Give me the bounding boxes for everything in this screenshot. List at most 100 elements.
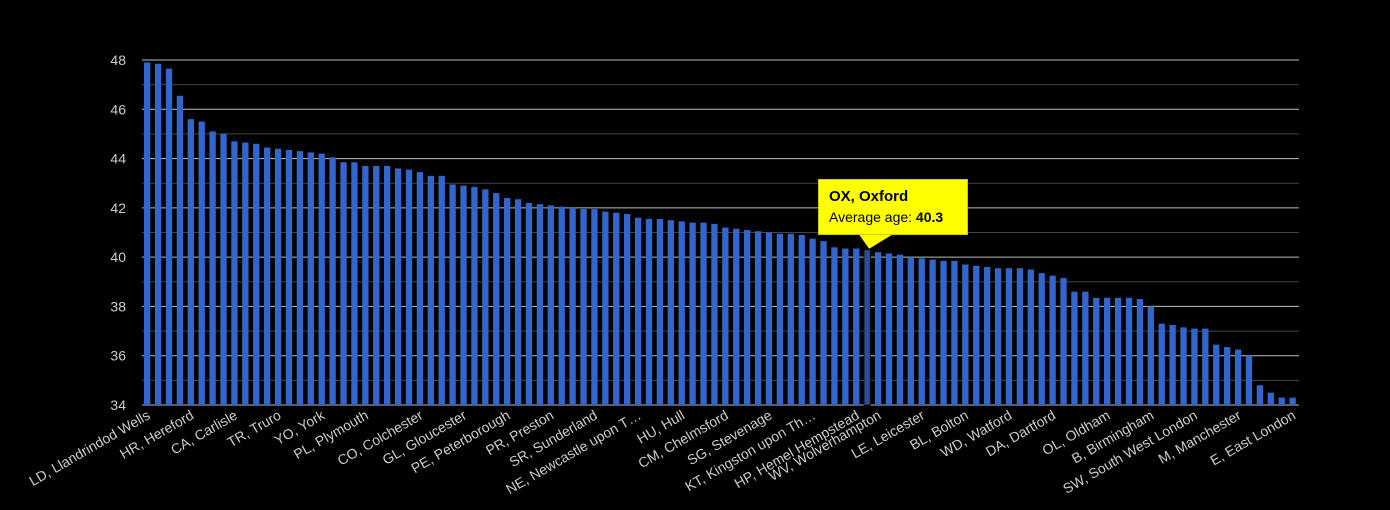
bar[interactable] (580, 209, 587, 405)
bar[interactable] (984, 267, 991, 405)
bar[interactable] (776, 233, 784, 405)
bar[interactable] (918, 258, 925, 405)
bar[interactable] (144, 62, 151, 405)
bar[interactable] (962, 264, 969, 405)
bar[interactable] (1289, 397, 1296, 405)
bar[interactable] (1224, 347, 1231, 405)
bar[interactable] (438, 175, 445, 405)
bar[interactable] (1191, 328, 1198, 405)
bar[interactable] (1202, 328, 1209, 405)
bar[interactable] (209, 131, 216, 405)
bar[interactable] (405, 169, 413, 405)
bar[interactable] (907, 257, 914, 405)
bar[interactable] (460, 185, 467, 405)
bar[interactable] (1060, 278, 1067, 405)
bar[interactable] (329, 157, 336, 405)
bar[interactable] (471, 186, 478, 405)
bar[interactable] (1005, 268, 1013, 405)
bar[interactable] (798, 234, 805, 405)
bar[interactable] (187, 119, 194, 406)
bar[interactable] (1213, 344, 1220, 405)
bar[interactable] (547, 205, 554, 405)
bar[interactable] (842, 248, 849, 405)
bar[interactable] (700, 222, 707, 405)
bar[interactable] (242, 142, 249, 405)
bar[interactable] (264, 147, 271, 405)
bar[interactable] (689, 222, 696, 405)
bar[interactable] (1082, 291, 1089, 405)
bar[interactable] (1049, 275, 1056, 405)
bar[interactable] (274, 148, 282, 405)
bar[interactable] (733, 228, 740, 405)
bar[interactable] (678, 221, 685, 405)
bar[interactable] (1027, 269, 1034, 405)
bar[interactable] (307, 152, 314, 405)
bar[interactable] (154, 63, 162, 405)
bar[interactable] (1147, 306, 1154, 405)
bar[interactable] (1180, 327, 1187, 405)
bar[interactable] (493, 193, 500, 405)
bar[interactable] (231, 141, 238, 406)
bar[interactable] (525, 202, 533, 405)
bar[interactable] (198, 121, 205, 405)
bar[interactable] (951, 260, 958, 405)
bar[interactable] (1169, 324, 1176, 405)
bar[interactable] (1256, 385, 1264, 405)
bar[interactable] (929, 259, 936, 405)
bar[interactable] (296, 151, 304, 405)
bar[interactable] (384, 165, 391, 405)
bar[interactable] (1114, 297, 1122, 405)
bar[interactable] (285, 149, 293, 405)
bar[interactable] (744, 230, 751, 405)
bar[interactable] (427, 175, 434, 405)
bar[interactable] (482, 189, 489, 405)
bar[interactable] (667, 220, 674, 405)
bar[interactable] (624, 214, 631, 405)
bar[interactable] (940, 260, 947, 405)
bar[interactable] (885, 253, 893, 405)
bar[interactable] (165, 68, 173, 405)
bar[interactable] (722, 227, 729, 405)
bar[interactable] (863, 249, 871, 406)
bar[interactable] (754, 231, 762, 405)
bar[interactable] (1016, 268, 1024, 405)
bar[interactable] (1158, 323, 1165, 405)
bar[interactable] (853, 248, 860, 405)
bar[interactable] (176, 95, 184, 405)
bar[interactable] (765, 232, 773, 406)
bar[interactable] (831, 247, 838, 405)
bar[interactable] (874, 252, 882, 405)
bar[interactable] (220, 133, 227, 405)
bar[interactable] (373, 165, 380, 405)
bar[interactable] (656, 218, 664, 405)
bar[interactable] (1093, 297, 1100, 405)
bar[interactable] (569, 207, 576, 405)
bar[interactable] (1267, 392, 1274, 405)
bar[interactable] (711, 223, 718, 405)
bar[interactable] (536, 204, 544, 405)
bar[interactable] (351, 162, 358, 405)
bar[interactable] (362, 165, 369, 405)
bar[interactable] (809, 238, 816, 405)
bar[interactable] (394, 168, 402, 405)
bar[interactable] (1038, 273, 1045, 405)
bar[interactable] (416, 172, 424, 405)
bar[interactable] (514, 199, 522, 405)
bar[interactable] (1104, 297, 1111, 405)
bar[interactable] (602, 211, 609, 405)
bar[interactable] (340, 162, 347, 405)
bar[interactable] (1071, 291, 1078, 405)
bar[interactable] (1234, 349, 1242, 405)
bar[interactable] (613, 212, 620, 405)
bar[interactable] (645, 218, 653, 405)
bar[interactable] (973, 265, 980, 405)
bar[interactable] (634, 217, 642, 405)
bar[interactable] (504, 198, 511, 405)
bar[interactable] (1125, 297, 1133, 405)
bar[interactable] (591, 209, 598, 405)
bar[interactable] (253, 143, 260, 406)
bar[interactable] (820, 241, 827, 405)
bar[interactable] (1245, 355, 1253, 405)
bar[interactable] (994, 268, 1002, 405)
bar[interactable] (896, 254, 904, 405)
